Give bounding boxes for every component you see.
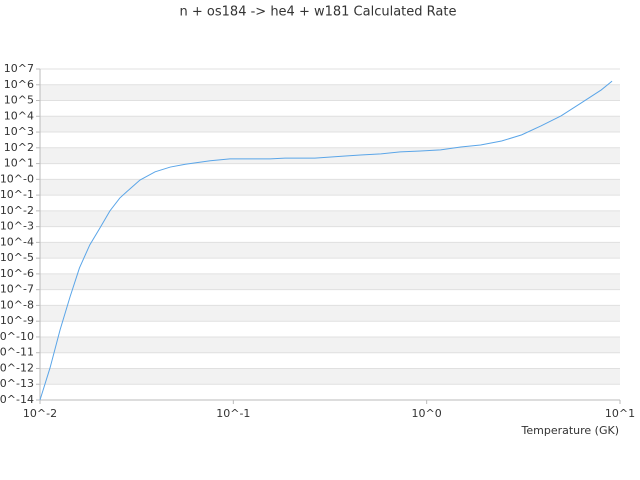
y-tick-label: 10^-14: [0, 393, 34, 406]
grid-band: [40, 273, 620, 290]
y-tick-label: 10^1: [4, 157, 34, 170]
y-tick-label: 10^-4: [0, 235, 34, 248]
grid-band: [40, 305, 620, 322]
y-tick-label: 10^-8: [0, 298, 34, 311]
chart-title: n + os184 -> he4 + w181 Calculated Rate: [180, 5, 457, 20]
y-tick-label: 10^-9: [0, 314, 34, 327]
grid-band: [40, 84, 620, 101]
y-tick-label: 10^4: [4, 109, 34, 122]
x-tick-label: 10^-1: [216, 407, 250, 420]
y-tick-label: 10^-1: [0, 188, 34, 201]
y-tick-label: 10^7: [4, 62, 34, 75]
grid-band: [40, 147, 620, 164]
y-tick-label: 10^2: [4, 141, 34, 154]
y-tick-label: 10^-3: [0, 220, 34, 233]
x-tick-label: 10^-2: [23, 407, 57, 420]
y-tick-label: 10^-0: [0, 172, 34, 185]
y-tick-label: 10^-10: [0, 330, 34, 343]
y-tick-label: 10^-6: [0, 267, 34, 280]
y-tick-label: 10^-11: [0, 346, 34, 359]
grid-band: [40, 242, 620, 259]
data-line: [39, 80, 613, 401]
grid-band: [40, 368, 620, 385]
x-tick-label: 10^1: [605, 407, 635, 420]
y-tick-label: 10^-2: [0, 204, 34, 217]
grid-band: [40, 336, 620, 353]
x-axis-label: Temperature (GK): [521, 424, 620, 437]
y-tick-label: 10^-7: [0, 283, 34, 296]
y-tick-label: 10^-5: [0, 251, 34, 264]
grid-band: [40, 116, 620, 133]
y-tick-label: 10^-12: [0, 361, 34, 374]
y-tick-label: 10^5: [4, 94, 34, 107]
grid-band: [40, 210, 620, 227]
x-tick-label: 10^0: [412, 407, 442, 420]
y-tick-label: 10^-13: [0, 377, 34, 390]
y-tick-label: 10^6: [4, 78, 34, 91]
grid-band: [40, 179, 620, 196]
y-tick-label: 10^3: [4, 125, 34, 138]
